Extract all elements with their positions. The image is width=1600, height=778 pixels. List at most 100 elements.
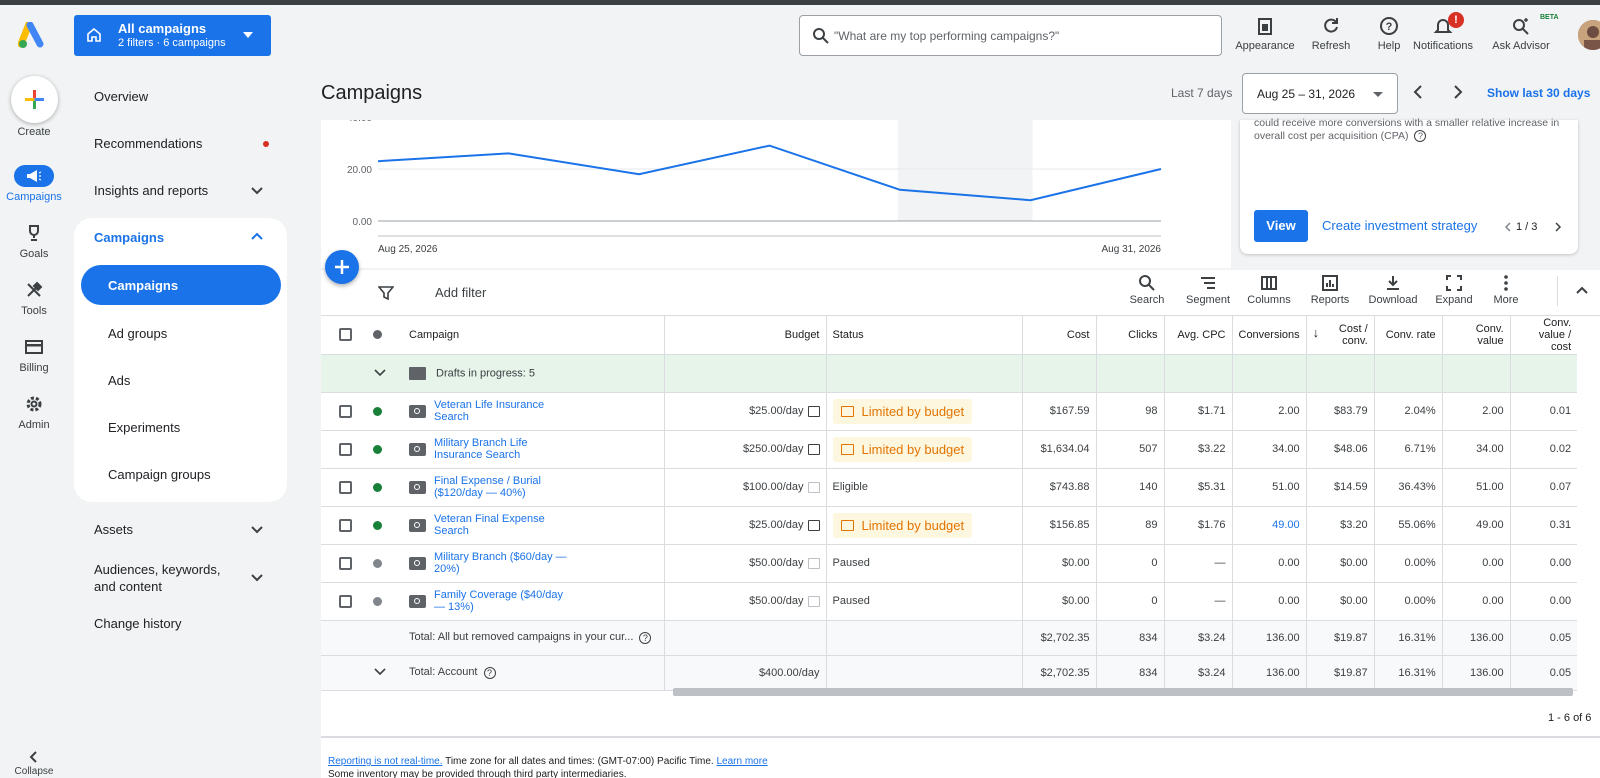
campaigns-table: Campaign Budget Status Cost Clicks Avg. … [321,316,1578,691]
chevron-down-icon[interactable] [373,664,387,678]
campaign-name-link[interactable]: Veteran Life Insurance Search [434,399,545,423]
row-checkbox[interactable] [339,518,352,532]
conversions-cell[interactable]: 49.00 [1231,506,1307,545]
show-last-30-days-link[interactable]: Show last 30 days [1487,86,1591,100]
budget-report-icon[interactable] [807,519,820,531]
collapse-button[interactable]: Collapse [0,750,68,777]
add-filter-button[interactable]: Add filter [435,285,487,300]
drafts-row[interactable]: Drafts in progress: 5 [321,354,1578,393]
campaign-name-link[interactable]: Military Branch ($60/day — 20%) [434,551,567,575]
nav-campaigns-group[interactable]: Campaigns [94,230,274,245]
table-row[interactable]: Military Branch Life Insurance Search $25… [321,430,1578,469]
nav-experiments[interactable]: Experiments [108,420,181,435]
toolbar-expand-button[interactable]: Expand [1424,274,1484,306]
campaign-name-link[interactable]: Final Expense / Burial ($120/day — 40%) [434,475,541,499]
col-header-campaign[interactable]: Campaign [403,316,664,355]
nav-campaigns-active[interactable]: Campaigns [81,265,281,305]
help-circle-icon[interactable]: ? [639,631,652,644]
learn-more-link[interactable]: Learn more [716,756,768,767]
table-row[interactable]: Final Expense / Burial ($120/day — 40%) $… [321,468,1578,507]
toolbar-segment-button[interactable]: Segment [1178,274,1238,306]
help-circle-icon[interactable]: ? [483,666,496,679]
table-row[interactable]: Veteran Final Expense Search $25.00/day Li… [321,506,1578,545]
create-button[interactable] [11,76,58,123]
table-row[interactable]: Military Branch ($60/day — 20%) $50.00/da… [321,544,1578,583]
nav-ad-groups[interactable]: Ad groups [108,326,168,341]
conv-rate-cell: 55.06% [1373,506,1443,545]
limited-by-budget-badge[interactable]: Limited by budget [832,436,973,462]
table-row[interactable]: Family Coverage ($40/day — 13%) $50.00/da… [321,582,1578,621]
nav-ads[interactable]: Ads [108,373,131,388]
help-circle-icon[interactable]: ? [1414,130,1427,143]
col-header-cost[interactable]: Cost [1021,316,1096,355]
col-header-budget[interactable]: Budget [663,316,826,355]
chevron-down-icon[interactable] [373,365,387,379]
chevron-up-icon[interactable] [1575,283,1589,297]
row-checkbox[interactable] [339,480,352,494]
horizontal-scrollbar[interactable] [673,688,1573,696]
row-checkbox[interactable] [339,594,352,608]
limited-by-budget-badge[interactable]: Limited by budget [832,398,973,424]
nav-overview[interactable]: Overview [94,89,149,104]
col-header-conv-value-cost[interactable]: Conv. value / cost [1509,316,1578,355]
campaign-name-link[interactable]: Veteran Final Expense Search [434,513,545,537]
toolbar-reports-button[interactable]: Reports [1300,274,1360,306]
rail-item-billing[interactable]: Billing [0,336,68,374]
budget-report-icon[interactable] [807,481,820,493]
create-investment-strategy-link[interactable]: Create investment strategy [1322,218,1478,233]
budget-report-icon[interactable] [807,557,820,569]
col-header-status[interactable]: Status [825,316,1022,355]
table-row[interactable]: Veteran Life Insurance Search $25.00/day L… [321,392,1578,431]
date-range-select[interactable]: Aug 25 – 31, 2026 [1242,73,1398,114]
col-header-clicks[interactable]: Clicks [1095,316,1164,355]
row-checkbox[interactable] [339,442,352,456]
view-recommendation-button[interactable]: View [1254,210,1308,242]
google-ads-logo[interactable] [18,22,50,50]
rail-item-campaigns[interactable]: Campaigns [0,165,68,203]
nav-change-history[interactable]: Change history [94,616,182,631]
filter-icon[interactable] [378,285,394,301]
nav-assets[interactable]: Assets [94,522,274,537]
toolbar-columns-button[interactable]: Columns [1239,274,1299,306]
conv-value-cell: 2.00 [1441,392,1511,431]
search-box[interactable] [799,15,1222,56]
chevron-right-icon[interactable] [1554,222,1562,232]
previous-period-button[interactable] [1410,84,1426,100]
col-header-conv-value[interactable]: Conv. value [1441,316,1511,355]
ask-advisor-button[interactable]: BETA Ask Advisor [1488,14,1558,52]
chevron-left-icon[interactable] [1504,222,1512,232]
nav-campaign-groups[interactable]: Campaign groups [108,467,211,482]
nav-recommendations[interactable]: Recommendations [94,136,203,151]
toolbar-search-button[interactable]: Search [1117,274,1177,306]
rail-item-tools[interactable]: Tools [0,279,68,317]
col-header-conversions[interactable]: Conversions [1231,316,1307,355]
campaign-name-link[interactable]: Family Coverage ($40/day — 13%) [434,589,564,613]
col-header-conv-rate[interactable]: Conv. rate [1373,316,1443,355]
refresh-button[interactable]: Refresh [1303,14,1359,52]
nav-audiences[interactable]: Audiences, keywords, and content [94,561,274,595]
rail-item-admin[interactable]: Admin [0,393,68,431]
col-header-avg-cpc[interactable]: Avg. CPC [1163,316,1232,355]
select-all-checkbox[interactable] [339,328,352,342]
budget-report-icon[interactable] [807,443,820,455]
row-checkbox[interactable] [339,404,352,418]
budget-report-icon[interactable] [807,595,820,607]
search-input[interactable] [834,24,1204,48]
reporting-not-real-time-link[interactable]: Reporting is not real-time. [328,756,443,767]
col-header-cost-per-conv[interactable]: ↓ Cost / conv. [1305,316,1375,355]
limited-by-budget-badge[interactable]: Limited by budget [832,512,973,538]
appearance-button[interactable]: Appearance [1234,14,1296,52]
toolbar-download-button[interactable]: Download [1363,274,1423,306]
avatar[interactable] [1578,20,1600,50]
add-campaign-button[interactable] [325,250,359,284]
rail-item-goals[interactable]: Goals [0,222,68,260]
budget-report-icon[interactable] [807,405,820,417]
next-period-button[interactable] [1450,84,1466,100]
help-button[interactable]: ? Help [1366,14,1412,52]
notifications-button[interactable]: ! Notifications [1410,12,1476,52]
account-selector-button[interactable]: All campaigns 2 filters · 6 campaigns [74,15,271,56]
nav-insights-and-reports[interactable]: Insights and reports [94,183,274,198]
campaign-name-link[interactable]: Military Branch Life Insurance Search [434,437,528,461]
row-checkbox[interactable] [339,556,352,570]
toolbar-more-button[interactable]: More [1476,274,1536,306]
